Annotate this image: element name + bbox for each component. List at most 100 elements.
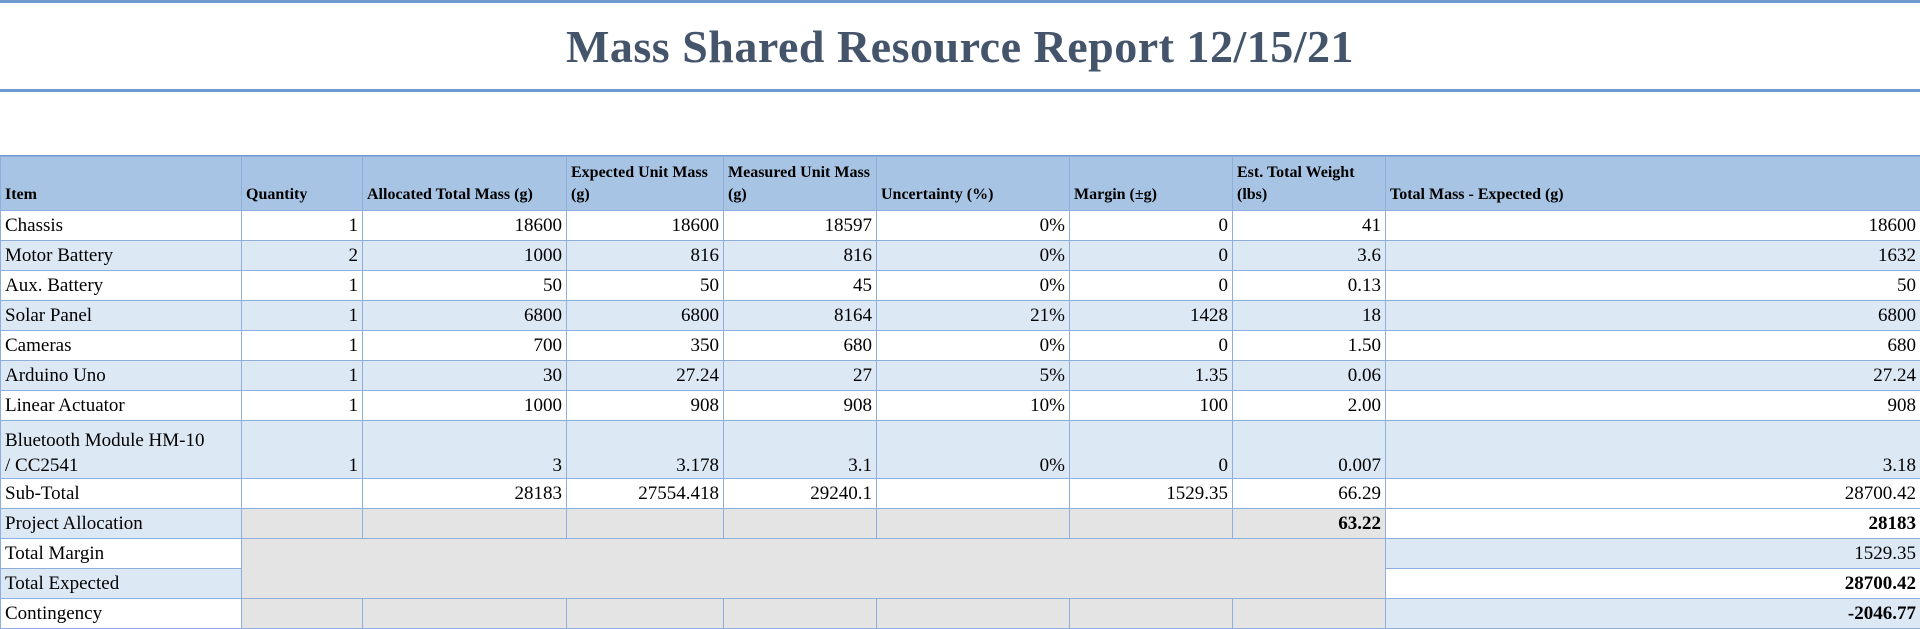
cell-allocated[interactable]: 50 — [363, 271, 567, 301]
cell-expected-unit[interactable]: 908 — [567, 391, 724, 421]
header-expected-unit-mass[interactable]: Expected Unit Mass (g) — [567, 157, 724, 211]
total-margin-label[interactable]: Total Margin — [1, 539, 242, 569]
empty-spacer-row[interactable] — [0, 92, 1920, 156]
cell-measured-unit[interactable]: 3.1 — [724, 421, 877, 479]
cell-est-weight[interactable]: 0.13 — [1233, 271, 1386, 301]
cell-margin[interactable]: 0 — [1070, 211, 1233, 241]
empty-cell[interactable] — [724, 599, 877, 629]
cell-est-weight[interactable]: 18 — [1233, 301, 1386, 331]
cell-margin[interactable]: 1.35 — [1070, 361, 1233, 391]
cell-total-expected[interactable]: 3.18 — [1386, 421, 1920, 479]
empty-cell[interactable] — [1070, 509, 1233, 539]
cell-expected-unit[interactable]: 18600 — [567, 211, 724, 241]
cell-margin[interactable]: 0 — [1070, 331, 1233, 361]
cell-uncertainty[interactable]: 0% — [877, 331, 1070, 361]
empty-cell[interactable] — [1070, 599, 1233, 629]
cell-est-weight[interactable]: 0.06 — [1233, 361, 1386, 391]
cell-measured-unit[interactable]: 8164 — [724, 301, 877, 331]
subtotal-expected-unit[interactable]: 27554.418 — [567, 479, 724, 509]
cell-est-weight[interactable]: 3.6 — [1233, 241, 1386, 271]
header-item[interactable]: Item — [1, 157, 242, 211]
report-title[interactable]: Mass Shared Resource Report 12/15/21 — [566, 20, 1354, 73]
cell-total-expected[interactable]: 27.24 — [1386, 361, 1920, 391]
header-measured-unit-mass[interactable]: Measured Unit Mass (g) — [724, 157, 877, 211]
cell-item[interactable]: Chassis — [1, 211, 242, 241]
header-margin[interactable]: Margin (±g) — [1070, 157, 1233, 211]
cell-total-expected[interactable]: 6800 — [1386, 301, 1920, 331]
contingency-label[interactable]: Contingency — [1, 599, 242, 629]
cell-item[interactable]: Cameras — [1, 331, 242, 361]
header-est-total-weight[interactable]: Est. Total Weight (lbs) — [1233, 157, 1386, 211]
empty-cell[interactable] — [877, 509, 1070, 539]
cell-est-weight[interactable]: 1.50 — [1233, 331, 1386, 361]
merged-gray-block[interactable] — [242, 539, 1386, 599]
cell-quantity[interactable]: 2 — [242, 241, 363, 271]
cell-item[interactable]: Arduino Uno — [1, 361, 242, 391]
empty-cell[interactable] — [242, 509, 363, 539]
cell-measured-unit[interactable]: 816 — [724, 241, 877, 271]
cell-measured-unit[interactable]: 680 — [724, 331, 877, 361]
subtotal-total-expected[interactable]: 28700.42 — [1386, 479, 1920, 509]
cell-item[interactable]: Linear Actuator — [1, 391, 242, 421]
cell-margin[interactable]: 100 — [1070, 391, 1233, 421]
cell-expected-unit[interactable]: 6800 — [567, 301, 724, 331]
cell-measured-unit[interactable]: 45 — [724, 271, 877, 301]
empty-cell[interactable] — [1233, 599, 1386, 629]
total-margin-value[interactable]: 1529.35 — [1386, 539, 1920, 569]
empty-cell[interactable] — [567, 509, 724, 539]
cell-quantity[interactable]: 1 — [242, 361, 363, 391]
cell-expected-unit[interactable]: 50 — [567, 271, 724, 301]
cell-measured-unit[interactable]: 18597 — [724, 211, 877, 241]
cell-quantity[interactable]: 1 — [242, 301, 363, 331]
header-total-mass-expected[interactable]: Total Mass - Expected (g) — [1386, 157, 1920, 211]
cell-expected-unit[interactable]: 27.24 — [567, 361, 724, 391]
cell-quantity[interactable]: 1 — [242, 271, 363, 301]
total-expected-value[interactable]: 28700.42 — [1386, 569, 1920, 599]
cell-expected-unit[interactable]: 350 — [567, 331, 724, 361]
cell-est-weight[interactable]: 41 — [1233, 211, 1386, 241]
project-allocation-label[interactable]: Project Allocation — [1, 509, 242, 539]
header-uncertainty[interactable]: Uncertainty (%) — [877, 157, 1070, 211]
empty-cell[interactable] — [242, 599, 363, 629]
subtotal-label[interactable]: Sub-Total — [1, 479, 242, 509]
cell-uncertainty[interactable]: 21% — [877, 301, 1070, 331]
subtotal-quantity[interactable] — [242, 479, 363, 509]
empty-cell[interactable] — [363, 599, 567, 629]
cell-margin[interactable]: 0 — [1070, 421, 1233, 479]
cell-allocated[interactable]: 1000 — [363, 241, 567, 271]
subtotal-margin[interactable]: 1529.35 — [1070, 479, 1233, 509]
cell-allocated[interactable]: 3 — [363, 421, 567, 479]
cell-allocated[interactable]: 30 — [363, 361, 567, 391]
cell-est-weight[interactable]: 0.007 — [1233, 421, 1386, 479]
cell-allocated[interactable]: 700 — [363, 331, 567, 361]
subtotal-est-weight[interactable]: 66.29 — [1233, 479, 1386, 509]
cell-total-expected[interactable]: 18600 — [1386, 211, 1920, 241]
cell-item[interactable]: Bluetooth Module HM-10/ CC2541 — [1, 421, 242, 479]
cell-uncertainty[interactable]: 10% — [877, 391, 1070, 421]
cell-uncertainty[interactable]: 0% — [877, 271, 1070, 301]
cell-est-weight[interactable]: 2.00 — [1233, 391, 1386, 421]
project-allocation-est-weight[interactable]: 63.22 — [1233, 509, 1386, 539]
cell-allocated[interactable]: 6800 — [363, 301, 567, 331]
cell-allocated[interactable]: 1000 — [363, 391, 567, 421]
subtotal-measured-unit[interactable]: 29240.1 — [724, 479, 877, 509]
cell-margin[interactable]: 1428 — [1070, 301, 1233, 331]
cell-allocated[interactable]: 18600 — [363, 211, 567, 241]
empty-cell[interactable] — [877, 599, 1070, 629]
empty-cell[interactable] — [724, 509, 877, 539]
cell-total-expected[interactable]: 908 — [1386, 391, 1920, 421]
cell-uncertainty[interactable]: 5% — [877, 361, 1070, 391]
header-allocated-total-mass[interactable]: Allocated Total Mass (g) — [363, 157, 567, 211]
cell-quantity[interactable]: 1 — [242, 211, 363, 241]
cell-quantity[interactable]: 1 — [242, 421, 363, 479]
empty-cell[interactable] — [363, 509, 567, 539]
cell-margin[interactable]: 0 — [1070, 241, 1233, 271]
project-allocation-total[interactable]: 28183 — [1386, 509, 1920, 539]
cell-measured-unit[interactable]: 908 — [724, 391, 877, 421]
cell-uncertainty[interactable]: 0% — [877, 421, 1070, 479]
cell-quantity[interactable]: 1 — [242, 391, 363, 421]
total-expected-label[interactable]: Total Expected — [1, 569, 242, 599]
cell-margin[interactable]: 0 — [1070, 271, 1233, 301]
cell-measured-unit[interactable]: 27 — [724, 361, 877, 391]
cell-total-expected[interactable]: 50 — [1386, 271, 1920, 301]
